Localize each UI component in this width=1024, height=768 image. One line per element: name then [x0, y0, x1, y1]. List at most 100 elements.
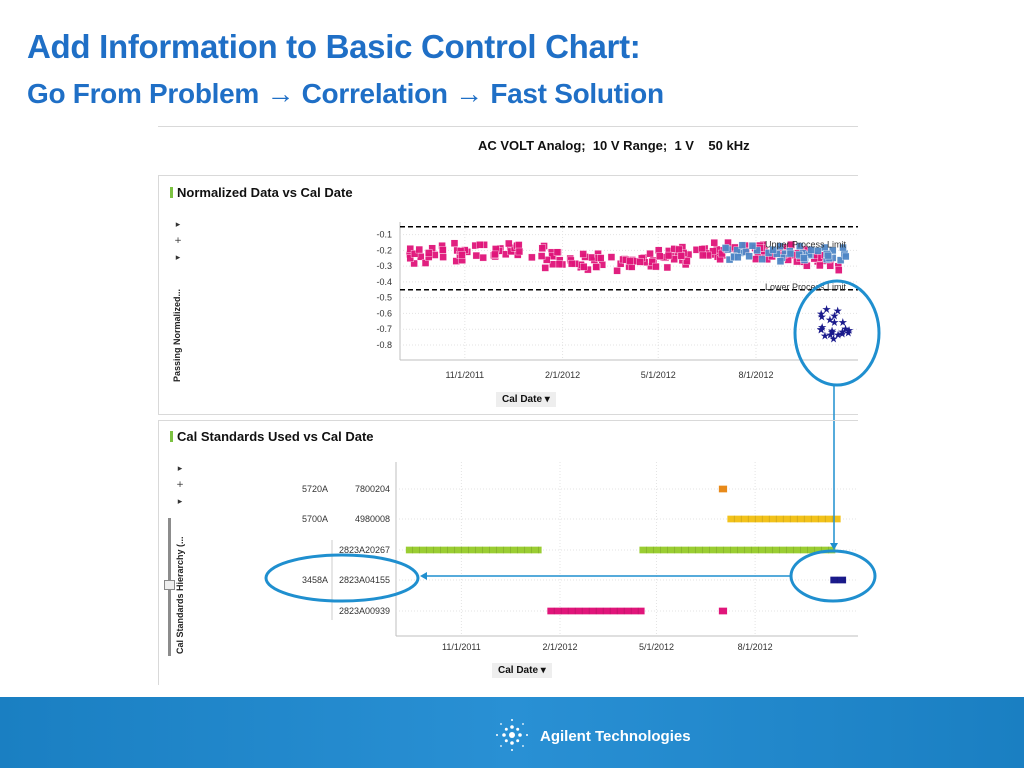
cal-date-axis-selector[interactable]: Cal Date ▾ [492, 663, 552, 678]
data-point [753, 246, 761, 255]
data-point [555, 260, 564, 268]
row-group-label: 5700A [302, 514, 328, 524]
data-point [826, 262, 834, 270]
highlight-oval-label [264, 553, 420, 603]
data-point [579, 250, 587, 258]
data-point-star: ★ [820, 331, 830, 343]
data-point [406, 245, 414, 253]
panel-left-border [158, 420, 159, 685]
data-point-star: ★ [843, 328, 853, 340]
data-point [613, 267, 621, 275]
data-point [663, 263, 672, 272]
usage-bar [829, 576, 847, 584]
annotation-arrowhead [830, 543, 838, 550]
data-point [710, 238, 718, 247]
data-point-star: ★ [816, 324, 826, 336]
data-point [415, 245, 424, 254]
data-point [515, 241, 523, 249]
x-tick-label: 8/1/2012 [738, 370, 773, 380]
data-point [406, 254, 414, 262]
data-point [786, 249, 795, 258]
data-point [592, 263, 600, 271]
data-point [835, 266, 843, 274]
x-tick-label: 2/1/2012 [545, 370, 580, 380]
data-point [579, 263, 588, 271]
data-point [842, 252, 850, 261]
cal-date-axis-selector[interactable]: Cal Date ▾ [496, 392, 556, 407]
data-point [648, 258, 656, 266]
data-point [824, 251, 832, 260]
data-point [549, 260, 557, 268]
data-point-star: ★ [833, 329, 843, 341]
play-icon[interactable]: ▸ [175, 220, 181, 230]
upper-limit-label: Upper Process Limit [765, 239, 847, 249]
data-point [752, 255, 760, 263]
data-point [709, 247, 717, 255]
data-point-star: ★ [817, 322, 827, 334]
play-icon[interactable]: ▸ [175, 253, 181, 263]
x-tick-label: 8/1/2012 [738, 642, 773, 652]
data-point [537, 252, 546, 260]
data-point [776, 257, 785, 265]
data-point-star: ★ [827, 327, 837, 339]
play-icon[interactable]: ▸ [177, 497, 183, 507]
data-point [515, 247, 524, 256]
panel-separator [158, 414, 858, 415]
x-tick-label: 5/1/2012 [641, 370, 676, 380]
agilent-spark-logo [496, 719, 528, 751]
data-point [410, 259, 418, 268]
data-point [683, 257, 691, 265]
data-point [548, 252, 556, 260]
data-point-star: ★ [838, 317, 848, 329]
y-tick-label: -0.2 [376, 245, 392, 255]
data-point [568, 259, 576, 268]
panel-title-text: Cal Standards Used vs Cal Date [177, 429, 374, 444]
data-point [721, 244, 730, 252]
highlight-oval-standard [789, 549, 877, 603]
data-point [675, 245, 683, 254]
data-point [410, 250, 419, 258]
data-point [656, 252, 664, 260]
scrollbar-handle[interactable] [164, 580, 175, 590]
data-point [699, 251, 707, 260]
usage-bar [718, 607, 728, 615]
data-point-star: ★ [822, 304, 832, 316]
data-point-star: ★ [830, 317, 840, 329]
row-label: 2823A04155 [339, 575, 390, 585]
plus-icon[interactable]: + [174, 236, 182, 246]
data-point [476, 241, 484, 249]
y-tick-label: -0.4 [376, 277, 392, 287]
header-top-line [158, 126, 858, 127]
data-point [652, 262, 660, 271]
data-point [472, 251, 481, 260]
data-point-star: ★ [844, 325, 854, 337]
play-icon[interactable]: ▸ [177, 464, 183, 474]
data-point-star: ★ [829, 311, 839, 323]
data-point-star: ★ [816, 325, 826, 337]
data-point [636, 258, 644, 266]
data-point [748, 242, 757, 250]
data-point [717, 249, 726, 258]
slide-subtitle: Go From Problem → Correlation → Fast Sol… [27, 78, 664, 109]
data-point [800, 254, 808, 262]
data-point [479, 253, 487, 262]
data-point [738, 241, 747, 250]
plus-icon[interactable]: + [176, 480, 184, 490]
data-point [816, 261, 824, 270]
data-point [839, 243, 847, 252]
data-point [528, 253, 536, 262]
data-point-star: ★ [833, 306, 843, 318]
panel-top-line [158, 420, 858, 421]
data-point [734, 253, 742, 261]
x-tick-label: 5/1/2012 [639, 642, 674, 652]
data-point-star: ★ [827, 325, 837, 337]
measurement-header: AC VOLT Analog; 10 V Range; 1 V 50 kHz [478, 138, 750, 153]
data-point [543, 256, 551, 264]
data-point [505, 239, 513, 248]
usage-bar [727, 515, 841, 523]
highlight-oval-outliers [793, 279, 881, 387]
row-label: 4980008 [355, 514, 390, 524]
x-tick-label: 11/1/2011 [445, 370, 484, 380]
data-point-star: ★ [829, 333, 839, 345]
